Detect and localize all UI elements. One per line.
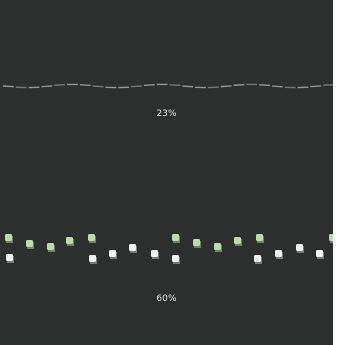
wave-segment	[220, 85, 232, 88]
wave-segment	[271, 85, 283, 88]
wave-segment	[182, 85, 194, 88]
green-dot	[256, 234, 264, 243]
white-dot	[172, 255, 180, 264]
green-dot	[47, 243, 55, 252]
white-dot	[275, 250, 283, 259]
wave-segment	[323, 84, 333, 86]
white-dot	[316, 250, 324, 259]
wave-segment	[233, 84, 245, 86]
white-dot	[109, 250, 117, 259]
wave-segment	[54, 84, 66, 86]
green-dot	[214, 243, 222, 252]
wave-segment	[92, 85, 104, 88]
loading-indicators-panel: 23% 60%	[0, 0, 333, 345]
green-dot	[88, 234, 96, 243]
wave-segment	[131, 85, 142, 88]
white-dot	[254, 255, 262, 264]
green-dot	[66, 237, 74, 246]
green-dot	[172, 234, 180, 243]
dots-progress-indicator	[5, 234, 333, 264]
green-dot	[26, 240, 34, 249]
green-dot	[329, 234, 333, 243]
wave-segment	[41, 85, 53, 88]
white-dot	[296, 244, 304, 253]
green-dot	[193, 239, 201, 248]
wave-segment	[143, 84, 155, 86]
white-dot	[89, 255, 97, 264]
window-edge	[333, 0, 340, 345]
white-dot	[129, 244, 137, 253]
white-dot	[151, 250, 159, 259]
green-dot	[234, 237, 242, 246]
wave-segment	[79, 84, 91, 87]
progress-label-top: 23%	[156, 109, 177, 119]
wave-segment	[169, 84, 181, 87]
white-dot	[6, 254, 14, 263]
green-dot	[5, 234, 13, 243]
progress-label-bottom: 60%	[156, 294, 177, 304]
wave-segment	[310, 85, 322, 88]
wave-progress-indicator	[2, 83, 333, 89]
wave-segment	[2, 85, 14, 88]
wave-segment	[259, 84, 270, 87]
